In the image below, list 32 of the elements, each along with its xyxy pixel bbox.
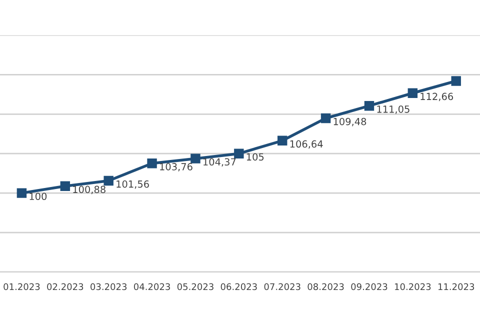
data-label: 104,37 bbox=[203, 158, 236, 167]
point bbox=[234, 148, 244, 158]
point bbox=[16, 188, 27, 198]
data-label: 100,88 bbox=[73, 186, 106, 194]
x-tick-label: 05.2023 bbox=[177, 283, 214, 290]
data-label: 106,64 bbox=[290, 140, 323, 149]
point bbox=[147, 158, 157, 168]
data-label: 100 bbox=[30, 192, 47, 200]
data-label: 105 bbox=[246, 153, 264, 161]
point bbox=[320, 113, 331, 124]
point bbox=[408, 88, 418, 98]
point bbox=[104, 176, 114, 186]
x-tick-label: 04.2023 bbox=[134, 283, 170, 290]
data-label: 111,05 bbox=[377, 105, 410, 114]
data-label: 103,76 bbox=[160, 163, 192, 172]
x-tick-label: 09.2023 bbox=[351, 283, 388, 290]
x-tick-label: 01.2023 bbox=[4, 283, 40, 290]
point bbox=[190, 154, 200, 164]
point bbox=[60, 181, 70, 191]
x-tick-label: 10.2023 bbox=[394, 283, 431, 290]
x-tick-label: 08.2023 bbox=[308, 283, 344, 290]
data-label: 101,56 bbox=[116, 180, 149, 189]
x-tick-label: 03.2023 bbox=[90, 283, 127, 290]
x-tick-label: 06.2023 bbox=[220, 283, 257, 290]
data-label: 109,48 bbox=[334, 118, 366, 126]
point bbox=[277, 136, 288, 146]
data-label: 112,66 bbox=[420, 92, 454, 102]
x-tick-label: 11.2023 bbox=[438, 283, 474, 290]
point bbox=[364, 100, 374, 111]
x-tick-label: 02.2023 bbox=[47, 283, 84, 290]
point bbox=[451, 76, 461, 86]
x-tick-label: 07.2023 bbox=[264, 283, 300, 290]
